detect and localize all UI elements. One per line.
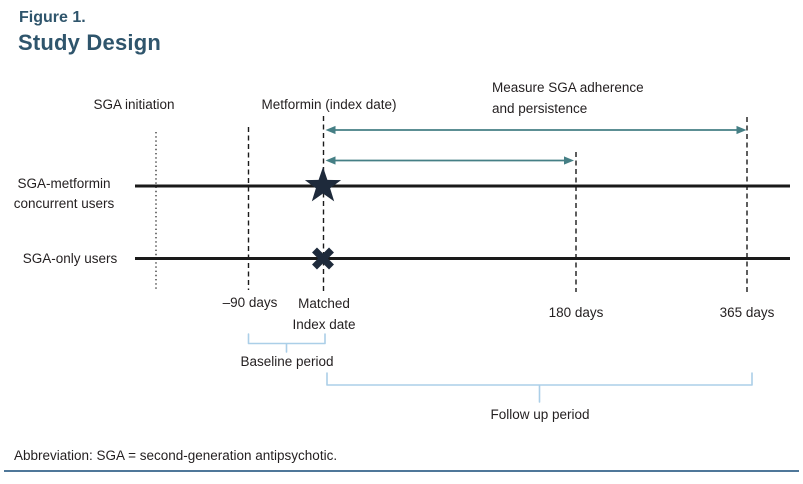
arrow-180-left-head-icon — [325, 156, 336, 165]
arrow-365-left-head-icon — [325, 125, 336, 135]
arrow-365-right-head-icon — [736, 125, 747, 135]
figure-number: Figure 1. — [19, 9, 86, 26]
timepoint-365days-label: 365 days — [719, 305, 775, 320]
sga-initiation-label: SGA initiation — [93, 97, 175, 112]
row-label-sga-only: SGA-only users — [22, 251, 118, 266]
metformin-index-date-label: Metformin (index date) — [261, 97, 397, 112]
timepoint-minus90-label: –90 days — [222, 295, 278, 310]
timepoint-180days-label: 180 days — [548, 305, 604, 320]
measure-adherence-label: Measure SGA adherence and persistence — [492, 77, 644, 119]
followup-period-label: Follow up period — [490, 407, 590, 422]
matched-line1: Matched — [298, 296, 350, 311]
star-icon — [304, 167, 342, 202]
baseline-period-brace — [247, 333, 326, 353]
followup-period-brace — [326, 372, 753, 403]
abbreviation-note: Abbreviation: SGA = second-generation an… — [14, 448, 338, 463]
matched-line2: Index date — [292, 317, 356, 332]
baseline-period-label: Baseline period — [240, 354, 334, 369]
row-label-line2: concurrent users — [13, 196, 115, 211]
timepoint-matched-index-label: Matched Index date — [292, 293, 355, 335]
figure-title: Study Design — [18, 30, 161, 55]
x-icon — [312, 247, 334, 270]
measure-adherence-line1: Measure SGA adherence — [492, 80, 644, 95]
row-label-line1: SGA-metformin — [17, 176, 111, 191]
arrow-180-right-head-icon — [564, 156, 574, 165]
row-label-sga-metformin: SGA-metformin concurrent users — [14, 174, 115, 214]
measure-adherence-line2: and persistence — [492, 101, 588, 116]
